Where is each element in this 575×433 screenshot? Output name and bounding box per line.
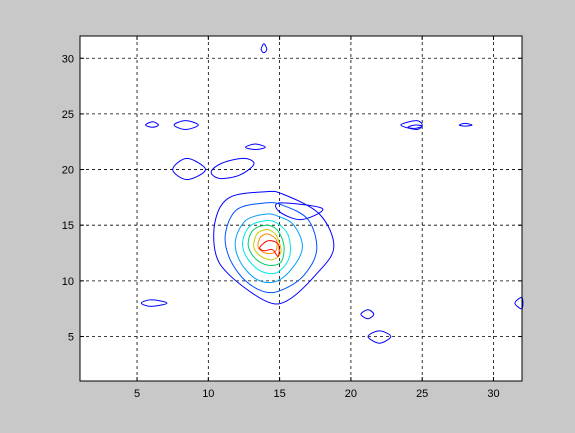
contour-line-level-7-7 — [257, 233, 278, 255]
contour-line-level-8-8 — [259, 240, 280, 257]
contour-line-level-1-14 — [244, 143, 266, 151]
contour-line-level-1-21 — [514, 296, 524, 310]
contour-line-level-1-1 — [275, 202, 324, 221]
y-tick-label: 15 — [62, 220, 74, 232]
contour-line-level-3-3 — [234, 213, 303, 284]
y-tick-label: 10 — [62, 276, 74, 288]
contour-line-level-5-5 — [247, 224, 285, 266]
plot-area — [79, 35, 523, 382]
y-tick-label: 30 — [62, 53, 74, 65]
x-tick-label: 20 — [345, 388, 357, 400]
y-tick-label: 25 — [62, 109, 74, 121]
contours — [140, 43, 524, 344]
contour-line-level-1-18 — [140, 299, 168, 307]
contour-line-level-1-11 — [260, 43, 268, 54]
contour-line-level-1-12 — [145, 121, 159, 128]
contour-line-level-2-2 — [224, 202, 318, 294]
x-tick-label: 30 — [487, 388, 499, 400]
contour-line-level-1-10 — [210, 157, 255, 180]
x-tick-label: 5 — [134, 388, 140, 400]
ticks: 5 10 15 20 25 30 5 10 15 20 25 30 — [62, 36, 522, 400]
y-tick-label: 5 — [68, 331, 74, 343]
contour-line-level-1-0 — [213, 190, 335, 305]
contour-line-level-1-9 — [172, 157, 207, 181]
x-tick-label: 15 — [273, 388, 285, 400]
y-tick-label: 20 — [62, 165, 74, 177]
contour-line-level-6-6 — [253, 228, 282, 261]
grid — [80, 36, 522, 381]
contour-line-level-1-19 — [360, 309, 375, 320]
contour-line-level-1-15 — [400, 120, 423, 131]
contour-line-level-1-20 — [367, 330, 392, 344]
contour-line-level-4-4 — [241, 220, 291, 275]
contour-line-level-1-13 — [173, 120, 199, 131]
contour-line-level-1-16 — [407, 124, 423, 129]
x-tick-label: 10 — [202, 388, 214, 400]
contour-line-level-1-17 — [458, 122, 473, 127]
x-tick-label: 25 — [416, 388, 428, 400]
plot-frame — [79, 35, 523, 382]
